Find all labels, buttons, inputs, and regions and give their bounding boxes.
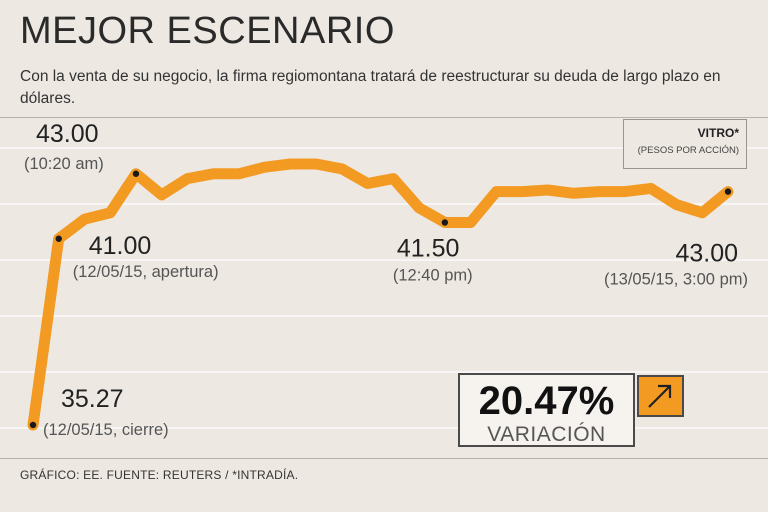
labels-layer: 35.27 (12/05/15, cierre) 41.00 (12/05/15, a…: [24, 120, 748, 439]
header-divider: [0, 117, 768, 118]
data-point-2: [132, 170, 140, 177]
chart-title: MEJOR ESCENARIO: [20, 10, 395, 52]
data-point-3: [441, 219, 449, 226]
data-label-caption-4: (13/05/15, 3:00 pm): [604, 271, 748, 289]
arrow-up-right-icon: [637, 375, 684, 417]
data-label-caption-0: (12/05/15, cierre): [43, 421, 169, 439]
legend-box: VITRO* (PESOS POR ACCIÓN): [623, 119, 747, 169]
variation-value: 20.47%: [478, 379, 615, 423]
data-point-1: [55, 235, 62, 242]
source-note: GRÁFICO: EE. FUENTE: REUTERS / *INTRADÍA…: [20, 468, 299, 482]
data-label-value-1: 41.00: [89, 232, 152, 260]
data-label-value-0: 35.27: [61, 385, 124, 413]
data-label-value-2: 43.00: [36, 120, 99, 148]
series-line-vitro: [27, 158, 734, 431]
points-layer: [29, 170, 732, 429]
data-label-caption-1: (12/05/15, apertura): [73, 263, 219, 281]
data-label-caption-3: (12:40 pm): [393, 267, 473, 285]
chart-subtitle: Con la venta de su negocio, la firma reg…: [20, 68, 721, 107]
data-point-0: [29, 421, 37, 429]
data-label-caption-2: (10:20 am): [24, 155, 104, 173]
variation-box: 20.47% VARIACIÓN: [458, 373, 635, 447]
footer-divider: [0, 458, 768, 459]
legend-unit: (PESOS POR ACCIÓN): [637, 145, 739, 156]
data-point-4: [724, 188, 732, 195]
legend-series-name: VITRO*: [697, 126, 739, 140]
grid-layer: [0, 147, 768, 429]
data-label-value-4: 43.00: [675, 240, 738, 268]
data-label-value-3: 41.50: [397, 235, 460, 263]
variation-label: VARIACIÓN: [487, 423, 606, 446]
